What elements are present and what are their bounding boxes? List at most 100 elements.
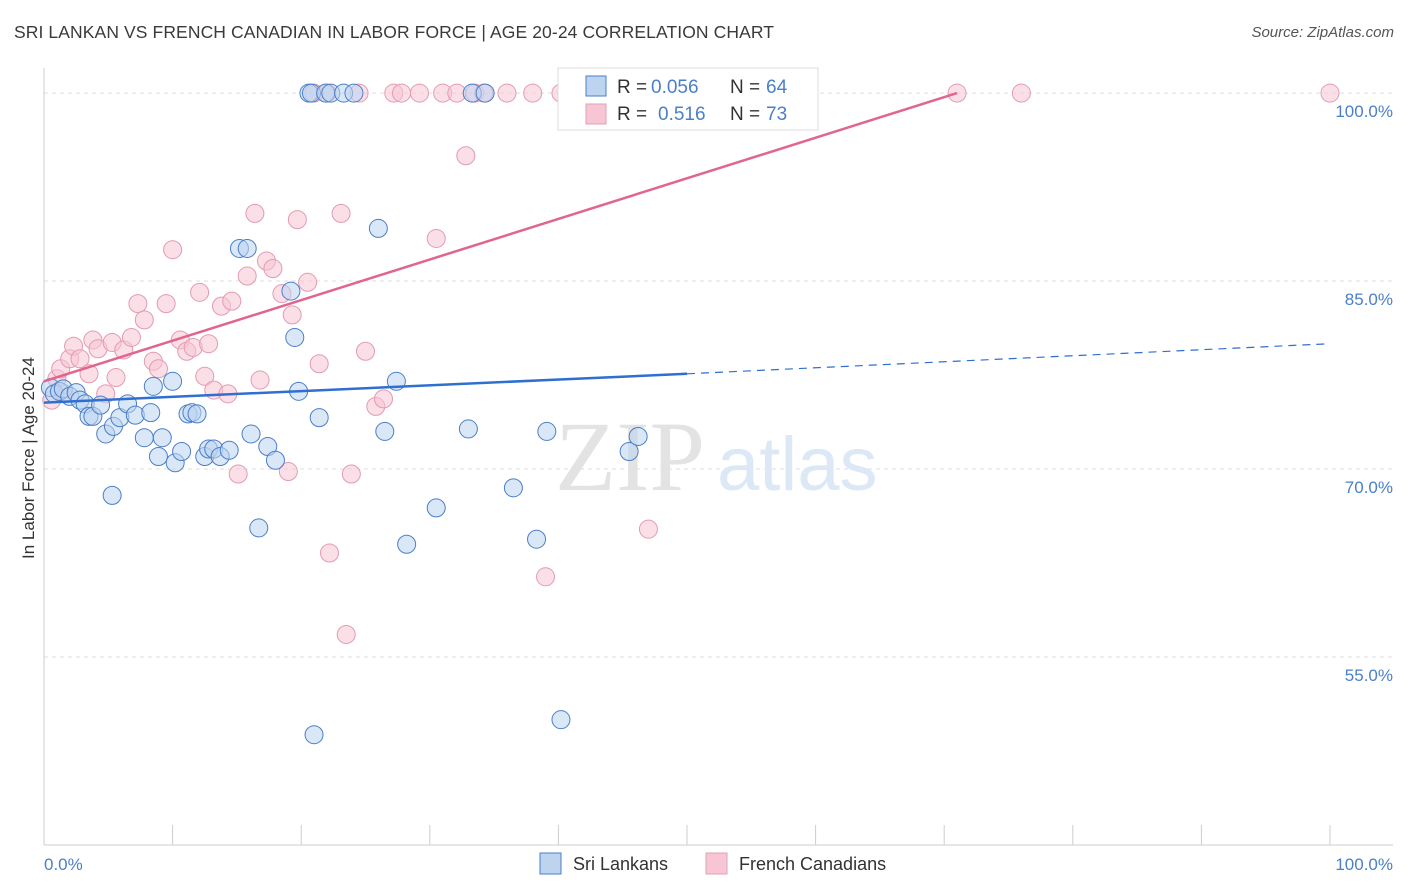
- point-sri-lankans: [375, 421, 395, 441]
- point-sri-lankans: [619, 441, 639, 461]
- point-french-canadians: [426, 228, 446, 248]
- chart-source: Source: ZipAtlas.com: [1251, 24, 1394, 41]
- point-sri-lankans: [187, 404, 207, 424]
- legend-r-value-pink: 0.516: [658, 104, 706, 125]
- point-sri-lankans: [344, 83, 364, 103]
- point-french-canadians: [497, 83, 517, 103]
- point-french-canadians: [638, 519, 658, 539]
- legend-r-label-pink: R =: [617, 104, 647, 125]
- legend-stats: R = 0.056 N = 64 R = 0.516 N = 73: [557, 67, 819, 131]
- x-tick-label-max: 100.0%: [1335, 855, 1393, 874]
- y-axis-label: In Labor Force | Age 20-24: [19, 357, 38, 559]
- legend-n-label-blue: N =: [730, 77, 760, 98]
- point-sri-lankans: [241, 424, 261, 444]
- point-french-canadians: [163, 240, 183, 260]
- point-french-canadians: [374, 389, 394, 409]
- legend-r-label-blue: R =: [617, 77, 647, 98]
- point-french-canadians: [282, 305, 302, 325]
- chart-title: SRI LANKAN VS FRENCH CANADIAN IN LABOR F…: [14, 22, 775, 42]
- point-french-canadians: [148, 359, 168, 379]
- point-sri-lankans: [475, 83, 495, 103]
- point-french-canadians: [156, 294, 176, 314]
- point-french-canadians: [536, 567, 556, 587]
- point-french-canadians: [278, 462, 298, 482]
- point-sri-lankans: [134, 428, 154, 448]
- point-sri-lankans: [163, 371, 183, 391]
- point-sri-lankans: [249, 518, 269, 538]
- legend-series: Sri Lankans French Canadians: [539, 852, 886, 875]
- y-tick-label: 85.0%: [1345, 290, 1393, 309]
- point-french-canadians: [336, 624, 356, 644]
- point-french-canadians: [106, 368, 126, 388]
- point-french-canadians: [1320, 83, 1340, 103]
- point-sri-lankans: [628, 426, 648, 446]
- point-french-canadians: [195, 366, 215, 386]
- series-french-canadians-points: [42, 83, 1340, 644]
- point-french-canadians: [341, 464, 361, 484]
- trend-line-sri-lankans-extension: [686, 343, 1331, 375]
- gridlines: [44, 92, 1393, 658]
- x-tick-labels: 0.0% 100.0%: [44, 855, 1393, 874]
- legend-r-value-blue: 0.056: [651, 77, 699, 98]
- point-french-canadians: [121, 327, 141, 347]
- axes: [43, 68, 1393, 846]
- point-sri-lankans: [285, 327, 305, 347]
- point-french-canadians: [134, 310, 154, 330]
- trend-line-sri-lankans: [43, 372, 688, 404]
- point-french-canadians: [245, 203, 265, 223]
- point-french-canadians: [70, 349, 90, 369]
- y-tick-label: 70.0%: [1345, 478, 1393, 497]
- series-sri-lankans-points: [40, 83, 648, 745]
- point-french-canadians: [1011, 83, 1031, 103]
- point-sri-lankans: [219, 440, 239, 460]
- point-french-canadians: [456, 146, 476, 166]
- legend-swatch-blue: [585, 75, 607, 97]
- point-sri-lankans: [281, 281, 301, 301]
- point-sri-lankans: [426, 498, 446, 518]
- legend-swatch-sri-lankans: [539, 852, 562, 875]
- legend-swatch-pink: [585, 103, 607, 125]
- point-sri-lankans: [172, 441, 192, 461]
- legend-n-value-pink: 73: [766, 104, 787, 125]
- point-french-canadians: [222, 291, 242, 311]
- point-french-canadians: [250, 370, 270, 390]
- point-sri-lankans: [368, 218, 388, 238]
- legend-n-value-blue: 64: [766, 77, 788, 98]
- point-french-canadians: [228, 464, 248, 484]
- point-sri-lankans: [537, 421, 557, 441]
- watermark: ZIP atlas: [555, 401, 878, 512]
- point-french-canadians: [392, 83, 412, 103]
- legend-swatch-french-canadians: [705, 852, 728, 875]
- point-french-canadians: [287, 210, 307, 230]
- point-sri-lankans: [102, 485, 122, 505]
- point-french-canadians: [319, 543, 339, 563]
- point-sri-lankans: [237, 238, 257, 258]
- point-sri-lankans: [458, 419, 478, 439]
- point-sri-lankans: [503, 478, 523, 498]
- point-french-canadians: [298, 272, 318, 292]
- y-tick-label: 100.0%: [1335, 102, 1393, 121]
- point-french-canadians: [309, 354, 329, 374]
- watermark-atlas: atlas: [717, 422, 878, 507]
- point-french-canadians: [199, 334, 219, 354]
- y-tick-label: 55.0%: [1345, 666, 1393, 685]
- point-sri-lankans: [551, 710, 571, 730]
- point-french-canadians: [190, 282, 210, 302]
- trend-line-french-canadians: [43, 91, 958, 383]
- point-french-canadians: [523, 83, 543, 103]
- point-sri-lankans: [527, 529, 547, 549]
- point-french-canadians: [356, 341, 375, 361]
- legend-n-label-pink: N =: [730, 104, 760, 125]
- legend-label-sri-lankans: Sri Lankans: [573, 854, 668, 874]
- point-sri-lankans: [304, 725, 324, 745]
- point-french-canadians: [237, 266, 257, 286]
- point-sri-lankans: [265, 450, 285, 470]
- point-french-canadians: [128, 294, 148, 314]
- point-french-canadians: [263, 259, 283, 279]
- y-tick-labels: 55.0% 70.0% 85.0% 100.0%: [1335, 102, 1393, 685]
- point-sri-lankans: [152, 428, 172, 448]
- point-sri-lankans: [148, 447, 168, 466]
- point-french-canadians: [410, 83, 430, 103]
- legend-label-french-canadians: French Canadians: [739, 854, 886, 874]
